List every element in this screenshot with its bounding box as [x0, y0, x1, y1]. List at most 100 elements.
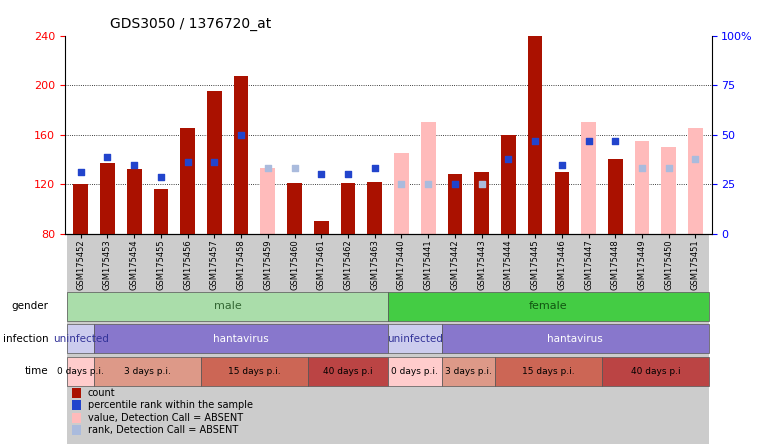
Text: 40 days p.i: 40 days p.i — [323, 367, 373, 376]
Text: 3 days p.i.: 3 days p.i. — [445, 367, 492, 376]
Bar — [655, 234, 682, 444]
Text: count: count — [88, 388, 115, 398]
Text: GDS3050 / 1376720_at: GDS3050 / 1376720_at — [110, 17, 272, 31]
Bar — [602, 357, 708, 386]
Point — [449, 180, 461, 187]
Text: 0 days p.i.: 0 days p.i. — [57, 367, 104, 376]
Bar — [522, 234, 549, 444]
Bar — [201, 234, 228, 444]
Bar — [468, 234, 495, 444]
Bar — [127, 169, 142, 234]
Text: uninfected: uninfected — [53, 334, 109, 344]
Point — [368, 164, 380, 171]
Point — [342, 170, 354, 178]
Bar — [368, 182, 382, 234]
Text: gender: gender — [11, 301, 49, 311]
Point — [315, 170, 327, 178]
Point — [396, 180, 408, 187]
Text: hantavirus: hantavirus — [547, 334, 603, 344]
Bar — [282, 234, 308, 444]
Bar — [495, 357, 602, 386]
Bar — [308, 357, 388, 386]
Text: 15 days p.i.: 15 days p.i. — [228, 367, 281, 376]
Bar — [68, 234, 94, 444]
Point — [663, 164, 675, 171]
Text: percentile rank within the sample: percentile rank within the sample — [88, 400, 253, 410]
Bar — [421, 122, 435, 234]
Bar — [441, 324, 708, 353]
Bar — [549, 234, 575, 444]
Bar — [575, 234, 602, 444]
Text: infection: infection — [3, 334, 49, 344]
Bar — [394, 153, 409, 234]
Bar — [201, 357, 308, 386]
Text: 15 days p.i.: 15 days p.i. — [522, 367, 575, 376]
Bar — [254, 234, 282, 444]
Bar — [528, 36, 543, 234]
Bar — [100, 163, 115, 234]
Bar — [234, 76, 248, 234]
Bar — [121, 234, 148, 444]
Point — [128, 162, 140, 169]
Bar — [94, 234, 121, 444]
Bar — [415, 234, 441, 444]
Text: 40 days p.i: 40 days p.i — [631, 367, 680, 376]
Point — [636, 164, 648, 171]
Point — [209, 158, 221, 165]
Bar — [68, 324, 94, 353]
Point — [529, 137, 541, 144]
Bar — [228, 234, 254, 444]
Bar — [688, 128, 703, 234]
Point — [154, 173, 167, 180]
Text: hantavirus: hantavirus — [213, 334, 269, 344]
Text: uninfected: uninfected — [387, 334, 443, 344]
Bar — [68, 357, 94, 386]
Bar — [94, 357, 201, 386]
Bar — [207, 91, 221, 234]
Bar — [501, 135, 516, 234]
Bar — [154, 189, 168, 234]
Text: female: female — [529, 301, 568, 311]
Point — [75, 168, 87, 175]
Text: male: male — [214, 301, 241, 311]
Bar — [335, 234, 361, 444]
Point — [182, 158, 194, 165]
Bar — [441, 234, 468, 444]
Bar — [314, 221, 329, 234]
Bar — [682, 234, 708, 444]
Bar — [73, 184, 88, 234]
Point — [689, 156, 702, 163]
Bar — [260, 168, 275, 234]
Point — [502, 156, 514, 163]
Point — [582, 137, 594, 144]
Point — [422, 180, 435, 187]
Bar — [388, 324, 441, 353]
Bar — [447, 174, 462, 234]
Bar — [388, 234, 415, 444]
Bar — [308, 234, 335, 444]
Text: 0 days p.i.: 0 days p.i. — [391, 367, 438, 376]
Bar — [174, 234, 201, 444]
Bar — [148, 234, 174, 444]
Bar — [361, 234, 388, 444]
Bar — [602, 234, 629, 444]
Text: 3 days p.i.: 3 days p.i. — [124, 367, 171, 376]
Point — [262, 164, 274, 171]
Point — [476, 180, 488, 187]
Bar — [388, 357, 441, 386]
Point — [288, 164, 301, 171]
Bar — [287, 183, 302, 234]
Bar — [555, 172, 569, 234]
Bar — [629, 234, 655, 444]
Text: time: time — [25, 366, 49, 376]
Bar — [635, 141, 649, 234]
Bar — [341, 183, 355, 234]
Point — [101, 153, 113, 160]
Point — [610, 137, 622, 144]
Bar — [495, 234, 522, 444]
Bar — [441, 357, 495, 386]
Bar — [68, 292, 388, 321]
Point — [235, 131, 247, 138]
Bar — [608, 159, 622, 234]
Point — [556, 162, 568, 169]
